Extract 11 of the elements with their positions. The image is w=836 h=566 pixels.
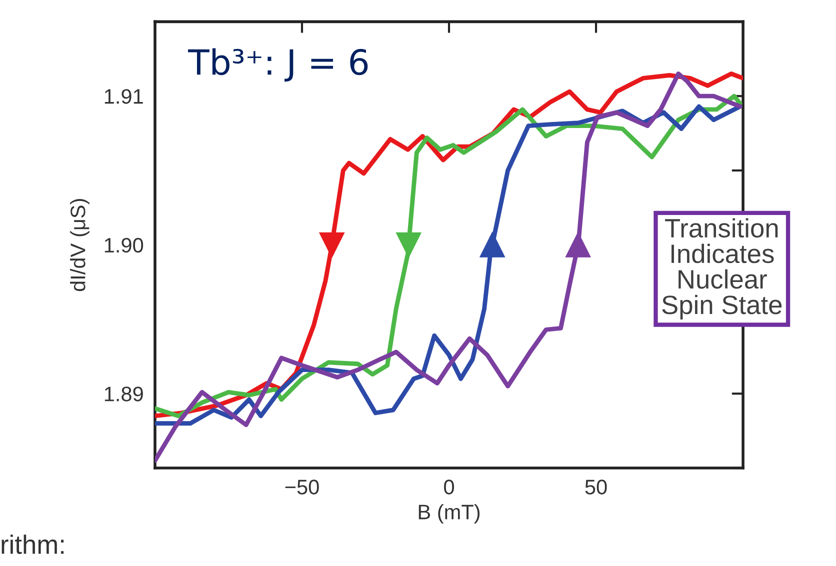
annotation: Tb³⁺: J = 6	[188, 48, 368, 82]
x-axis-title: B (mT)	[418, 504, 480, 524]
annotation: Transition Indicates Nuclear Spin State	[662, 218, 782, 320]
text: rithm:	[2, 534, 64, 554]
y-tick-label: 1.90	[104, 238, 144, 253]
x-tick-label: 50	[585, 480, 607, 494]
x-tick-label: −50	[285, 480, 319, 494]
x-tick-label: 0	[444, 480, 454, 494]
y-tick-label: 1.91	[104, 89, 143, 104]
y-axis-title: dI/dV (μS)	[70, 199, 90, 292]
y-tick-label: 1.89	[104, 386, 143, 402]
